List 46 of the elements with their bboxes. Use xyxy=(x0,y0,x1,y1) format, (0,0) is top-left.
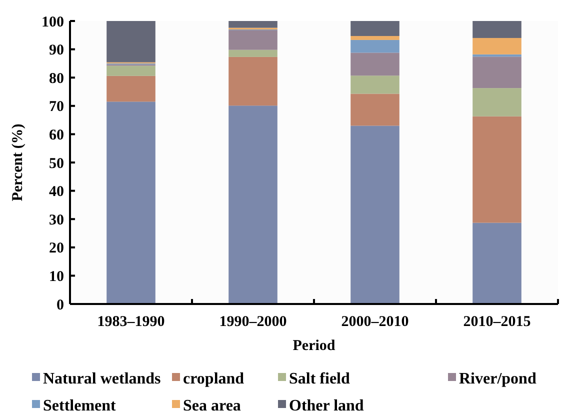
y-tick-label: 50 xyxy=(49,156,64,172)
bar xyxy=(350,21,400,36)
y-tick-label: 40 xyxy=(49,184,64,200)
bar xyxy=(106,66,156,76)
legend-label: Salt field xyxy=(289,370,350,388)
y-tick-label: 60 xyxy=(49,127,64,144)
y-tick-label: 90 xyxy=(49,42,64,59)
y-tick-label: 80 xyxy=(49,70,64,87)
bar xyxy=(350,76,400,94)
legend-label: Natural wetlands xyxy=(43,370,161,388)
legend-label: Settlement xyxy=(43,398,117,415)
x-tick-label: 2000–2010 xyxy=(341,314,409,330)
legend-label: Other land xyxy=(289,398,364,415)
bar xyxy=(350,94,400,126)
y-axis-title: Percent (%) xyxy=(10,124,26,202)
legend-label: River/pond xyxy=(459,370,536,388)
x-axis-title: Period xyxy=(292,338,336,354)
bar xyxy=(228,30,278,50)
y-tick-label: 20 xyxy=(49,240,64,257)
bar xyxy=(350,52,400,76)
bar xyxy=(106,76,156,102)
legend-label: cropland xyxy=(183,370,244,388)
x-tick-label: 1983–1990 xyxy=(97,314,165,330)
bar xyxy=(350,40,400,53)
x-tick-label: 2010–2015 xyxy=(463,314,531,330)
x-tick-label: 1990–2000 xyxy=(219,314,287,330)
bar xyxy=(106,21,156,62)
y-tick-label: 0 xyxy=(56,297,64,314)
bar xyxy=(472,38,522,54)
bar xyxy=(472,56,522,88)
bar xyxy=(350,126,400,304)
bar xyxy=(350,36,400,40)
bar xyxy=(472,21,522,38)
y-tick-label: 100 xyxy=(42,14,64,30)
bar xyxy=(472,222,522,304)
bar xyxy=(472,88,522,116)
bar xyxy=(472,116,522,223)
y-tick-label: 30 xyxy=(49,212,64,228)
y-tick-label: 10 xyxy=(49,268,64,285)
bar xyxy=(228,50,278,57)
legend-label: Sea area xyxy=(183,398,241,415)
bar xyxy=(228,106,278,304)
bar xyxy=(106,102,156,304)
bar xyxy=(228,21,278,28)
y-tick-label: 70 xyxy=(49,99,64,116)
bar xyxy=(228,56,278,106)
